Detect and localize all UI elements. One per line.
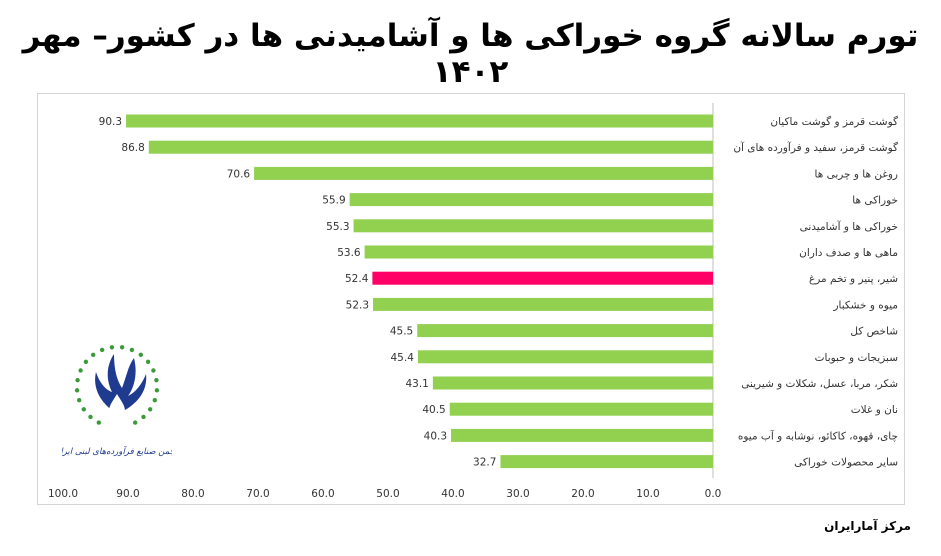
category-label: شیر، پنیر و تخم مرغ	[809, 273, 898, 285]
bar	[254, 166, 713, 180]
x-tick-label: 40.0	[441, 488, 464, 500]
x-tick-label: 60.0	[311, 488, 334, 500]
category-label: خوراکی ها	[852, 195, 898, 207]
category-labels-group: گوشت قرمز و گوشت ماکیان گوشت قرمز، سفید و…	[733, 115, 898, 469]
bar	[449, 402, 713, 416]
logo-drop-icon	[109, 394, 125, 419]
value-label: 40.5	[422, 404, 445, 416]
logo-flame-icon	[95, 354, 147, 414]
value-label: 45.5	[390, 326, 413, 338]
logo-star-icon	[81, 407, 86, 412]
bar	[373, 297, 713, 311]
x-tick-label: 100.0	[48, 488, 78, 500]
value-label: 45.4	[391, 352, 415, 364]
value-label: 86.8	[121, 142, 144, 154]
bar	[372, 271, 713, 285]
value-label: 40.3	[424, 430, 447, 442]
bar	[417, 350, 713, 364]
logo-star-icon	[154, 378, 159, 383]
x-tick-label: 30.0	[506, 488, 529, 500]
logo-star-icon	[96, 420, 101, 425]
logo-star-icon	[119, 345, 125, 350]
bar	[432, 376, 713, 390]
logo-star-icon	[148, 407, 153, 412]
association-logo: انجمن صنایع فرآورده‌های لبنی ایران	[62, 345, 172, 457]
bar	[353, 219, 713, 233]
category-label: خوراکی ها و آشامیدنی	[800, 220, 898, 233]
logo-star-icon	[88, 414, 93, 420]
logo-star-icon	[151, 368, 156, 373]
logo-star-icon	[145, 359, 151, 364]
x-tick-labels-group: 100.0 90.0 80.0 70.0 60.0 50.0 40.0 30.0 20.0 10.…	[48, 488, 721, 500]
bar	[451, 428, 713, 442]
bar	[417, 324, 713, 338]
category-label: ماهی ها و صدف داران	[799, 247, 898, 259]
value-label: 90.3	[99, 116, 122, 128]
logo-star-icon	[141, 414, 146, 420]
x-tick-label: 80.0	[181, 488, 204, 500]
value-label: 55.3	[326, 221, 349, 233]
bar	[364, 245, 713, 259]
logo-star-icon	[154, 388, 160, 393]
logo-star-icon	[133, 420, 138, 425]
logo-star-icon	[129, 347, 135, 353]
bar	[349, 193, 713, 207]
bar	[500, 455, 713, 469]
category-label: نان و غلات	[851, 404, 898, 416]
logo-star-ring	[74, 345, 160, 425]
value-labels-group: 90.3 86.8 70.6 55.9 55.3 53.6 52.4 52.3 45.5 45.4…	[99, 116, 497, 469]
logo-star-icon	[99, 347, 105, 353]
value-label: 32.7	[473, 457, 496, 469]
logo-star-icon	[77, 398, 82, 403]
logo-star-icon	[75, 378, 80, 383]
logo-star-icon	[78, 368, 83, 373]
logo-star-icon	[109, 345, 115, 350]
bars-group	[126, 114, 714, 469]
category-label: چای، قهوه، کاکائو، نوشابه و آب میوه	[738, 429, 898, 442]
value-label: 52.4	[345, 273, 369, 285]
x-tick-label: 0.0	[705, 488, 722, 500]
chart-title: تورم سالانه گروه خوراکی ها و آشامیدنی ها…	[22, 18, 919, 90]
x-tick-label: 50.0	[376, 488, 399, 500]
logo-star-icon	[83, 359, 89, 364]
value-label: 70.6	[227, 168, 251, 180]
category-label: شکر، مربا، عسل، شکلات و شیرینی	[741, 378, 898, 390]
bar	[148, 140, 714, 154]
x-tick-label: 10.0	[636, 488, 659, 500]
logo-star-icon	[152, 398, 157, 403]
logo-star-icon	[74, 388, 80, 393]
category-label: گوشت قرمز و گوشت ماکیان	[770, 115, 898, 128]
x-tick-label: 90.0	[116, 488, 139, 500]
category-label: شاخص کل	[850, 326, 898, 338]
source-label: مرکز آمارایران	[824, 519, 911, 533]
category-label: سبزیجات و حبوبات	[815, 352, 898, 364]
x-tick-label: 20.0	[571, 488, 594, 500]
bar	[126, 114, 714, 128]
logo-star-icon	[91, 352, 96, 357]
category-label: میوه و خشکبار	[832, 299, 898, 311]
category-label: سایر محصولات خوراکی	[794, 457, 898, 469]
category-label: گوشت قرمز، سفید و فرآورده های آن	[733, 141, 898, 154]
value-label: 53.6	[337, 247, 361, 259]
logo-star-icon	[138, 352, 143, 357]
x-tick-label: 70.0	[246, 488, 269, 500]
value-label: 52.3	[346, 299, 369, 311]
value-label: 43.1	[405, 378, 428, 390]
value-label: 55.9	[322, 195, 345, 207]
category-label: روغن ها و چربی ها	[815, 168, 898, 180]
logo-text: انجمن صنایع فرآورده‌های لبنی ایران	[62, 446, 172, 457]
